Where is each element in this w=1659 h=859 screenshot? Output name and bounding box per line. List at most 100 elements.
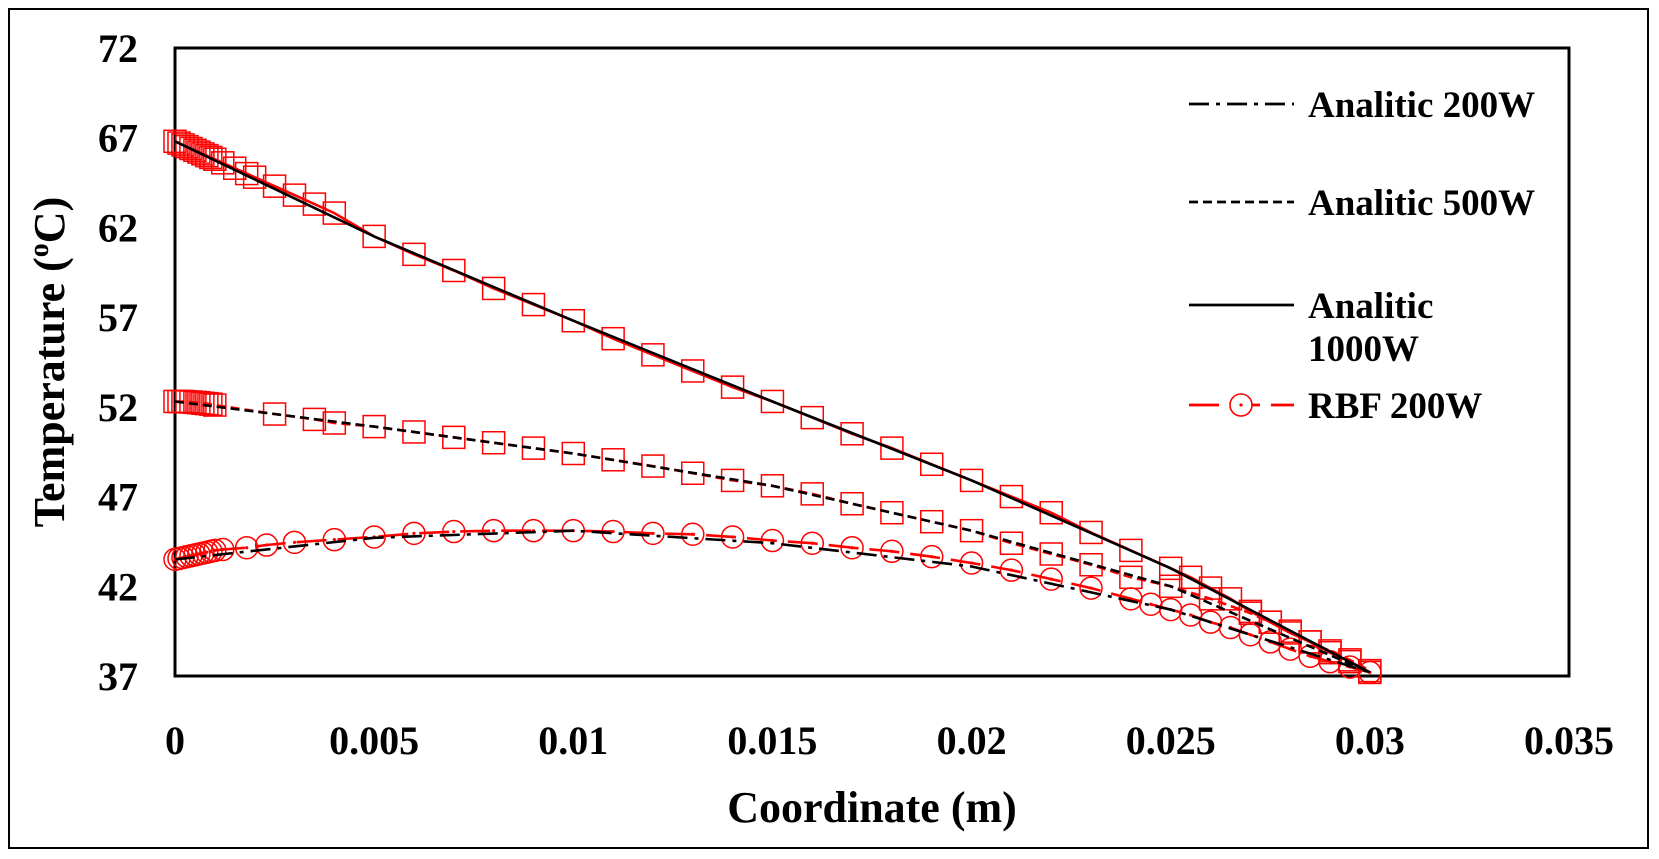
data-point (880, 500, 904, 525)
data-point-center (890, 549, 894, 553)
x-axis-title: Coordinate (m) (727, 783, 1017, 832)
legend-swatch-marker-center (1239, 403, 1243, 407)
data-point-center (245, 546, 249, 550)
data-point-center (969, 561, 974, 565)
series-line (174, 529, 1371, 674)
data-point (800, 405, 825, 430)
y-tick-label: 72 (98, 26, 138, 71)
data-point (959, 468, 984, 493)
data-point (1039, 567, 1063, 591)
data-point-center (1248, 633, 1252, 637)
x-tick-label: 0.025 (1126, 718, 1216, 763)
data-point (720, 525, 745, 549)
figure-frame (8, 8, 1649, 849)
data-point-center (691, 532, 695, 536)
data-point (1039, 542, 1063, 566)
legend-label: Analitic 200W (1308, 85, 1535, 126)
data-point (1318, 640, 1342, 665)
data-point (959, 518, 984, 543)
series-rbf-1000w (163, 129, 1382, 685)
data-point (919, 544, 944, 569)
data-point-center (1149, 602, 1153, 606)
data-point (800, 482, 825, 506)
x-tick-label: 0.015 (727, 718, 817, 763)
data-point (234, 161, 259, 186)
series-analitic-1000w (174, 140, 1371, 674)
data-point (880, 539, 904, 564)
y-axis-title: Temperature (oC) (24, 197, 74, 528)
data-point (199, 392, 223, 416)
x-tick-label: 0 (165, 718, 185, 763)
x-tick-label: 0.035 (1524, 718, 1614, 763)
x-tick-label: 0.03 (1335, 718, 1405, 763)
data-point (442, 425, 466, 450)
y-tick-label: 47 (98, 475, 138, 520)
data-point (262, 402, 287, 426)
data-point-center (265, 543, 269, 547)
data-point-center (611, 529, 615, 534)
y-tick-label: 57 (98, 295, 138, 340)
data-point-center (930, 555, 934, 559)
data-point (1158, 556, 1183, 581)
data-point (362, 525, 386, 549)
data-point (521, 436, 546, 460)
data-point-center (332, 538, 336, 542)
y-tick-label: 42 (98, 564, 138, 609)
data-point (561, 441, 586, 466)
data-point (402, 420, 426, 444)
data-point (262, 174, 287, 198)
data-point (919, 509, 944, 534)
data-point (187, 140, 211, 164)
series-line (174, 529, 1371, 674)
y-tick-labels: 37 42 47 52 57 62 67 72 (98, 26, 138, 699)
data-point (203, 147, 227, 171)
data-point (601, 448, 625, 472)
data-point (362, 414, 386, 439)
data-point-center (1308, 654, 1312, 658)
data-point (681, 359, 705, 383)
data-point (211, 151, 235, 175)
data-point (1039, 500, 1063, 525)
data-point (242, 165, 267, 189)
data-point (302, 192, 327, 216)
data-point (999, 558, 1024, 582)
data-point (601, 326, 625, 351)
data-point (999, 484, 1024, 509)
data-point (1218, 587, 1243, 611)
data-point (641, 521, 665, 546)
data-point (254, 533, 279, 557)
legend-label: RBF 200W (1308, 386, 1482, 427)
y-axis-title-sup: o (24, 243, 55, 257)
data-point (442, 258, 466, 283)
data-point (800, 531, 825, 555)
y-tick-label: 52 (98, 385, 138, 430)
y-tick-label: 37 (98, 654, 138, 699)
data-point (282, 530, 307, 555)
series-line (174, 400, 1371, 674)
data-point-center (492, 529, 496, 533)
data-point (1358, 660, 1382, 685)
x-tick-labels: 0 0.005 0.01 0.015 0.02 0.025 0.03 0.035 (165, 718, 1614, 763)
legend-label: Analitic (1308, 286, 1433, 327)
data-point (641, 343, 665, 367)
data-point (167, 131, 191, 155)
data-point (211, 537, 235, 562)
data-point (1079, 520, 1103, 545)
series-line (174, 140, 1371, 674)
data-point (1079, 553, 1103, 577)
data-point-center (651, 531, 655, 535)
data-point-center (1009, 568, 1014, 572)
series-analitic-200w (174, 529, 1371, 674)
data-point-center (412, 531, 416, 535)
data-point (282, 183, 307, 207)
data-point (1158, 574, 1183, 599)
data-point (880, 436, 904, 460)
data-point-center (850, 546, 854, 550)
series-line (174, 140, 1371, 674)
data-point (362, 224, 386, 249)
data-point (521, 292, 546, 317)
data-point-center (1189, 613, 1193, 617)
data-point-center (1049, 577, 1053, 581)
data-point (720, 375, 745, 399)
